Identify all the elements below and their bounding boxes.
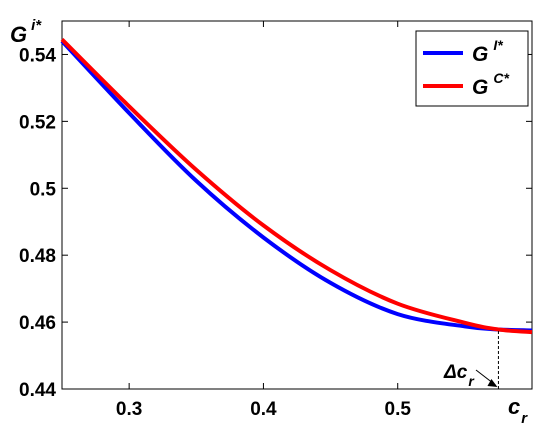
legend-box [415, 30, 529, 107]
series-lines [60, 37, 533, 335]
legend: G I* G C* [415, 30, 529, 107]
annotation-label: Δcr [443, 362, 475, 389]
x-tick-label: 0.4 [250, 399, 277, 420]
x-tick-label: 0.3 [116, 399, 142, 420]
y-tick-label: 0.46 [19, 313, 56, 334]
legend-entry-g-i: G I* [472, 37, 503, 66]
legend-entry-g-c: G C* [472, 70, 509, 99]
y-axis-label-sup: i* [31, 17, 42, 34]
x-axis-label: cr [508, 394, 528, 427]
y-tick-label: 0.48 [19, 246, 56, 267]
series-line-g-c [60, 37, 533, 335]
x-tick-label: 0.5 [385, 399, 412, 420]
annotation-arrow-head [487, 379, 498, 387]
y-tick-label: 0.54 [19, 45, 56, 66]
delta-cr-annotation [475, 329, 499, 389]
x-axis-label-main: c [508, 394, 520, 419]
y-tick-label: 0.5 [30, 179, 57, 200]
x-axis-label-sub: r [521, 410, 528, 427]
y-axis-label-main: G [10, 22, 27, 47]
x-axis-ticks: 0.3 0.4 0.5 [116, 21, 411, 420]
y-tick-label: 0.52 [19, 112, 56, 133]
y-tick-label: 0.44 [19, 380, 56, 401]
y-axis-ticks: 0.44 0.46 0.48 0.5 0.52 0.54 [19, 45, 532, 401]
